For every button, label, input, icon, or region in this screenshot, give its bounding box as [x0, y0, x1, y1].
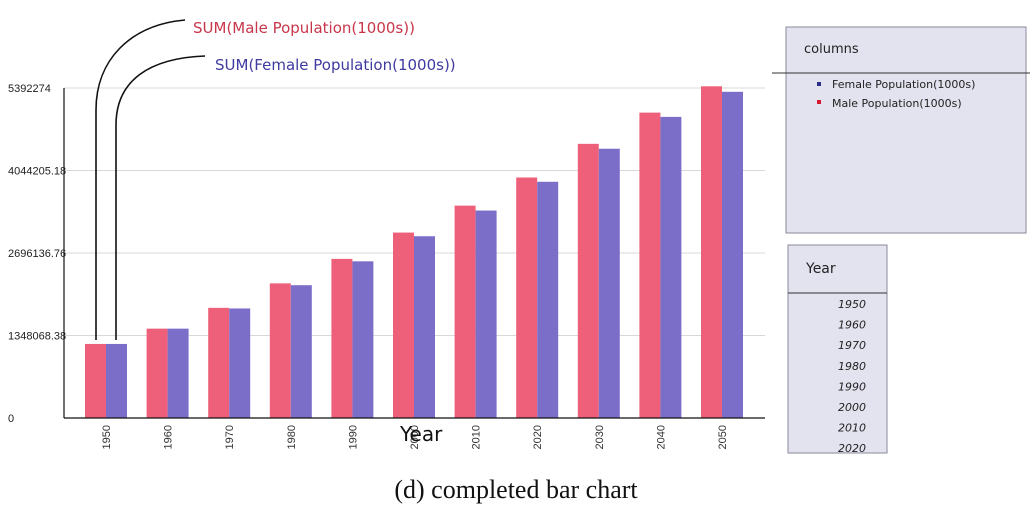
bar-male-2030[interactable] — [577, 143, 599, 418]
male-series-annotation: SUM(Male Population(1000s)) — [193, 19, 415, 37]
female-legend-label[interactable]: Female Population(1000s) — [832, 78, 975, 91]
y-tick-label: 4044205.18 — [8, 166, 66, 178]
bar-male-2020[interactable] — [516, 177, 538, 418]
year-list-item[interactable]: 1990 — [838, 380, 866, 393]
year-list-item[interactable]: 1980 — [838, 360, 866, 373]
bar-female-2020[interactable] — [537, 181, 559, 418]
year-list-item[interactable]: 2010 — [838, 422, 866, 435]
x-tick-label: 2020 — [532, 425, 544, 449]
bar-female-2050[interactable] — [722, 91, 743, 418]
bar-male-1950[interactable] — [85, 343, 106, 418]
bar-female-1950[interactable] — [106, 343, 127, 418]
y-tick-labels: 5392274 4044205.18 2696136.76 1348068.38 0 — [8, 83, 66, 425]
year-panel-title: Year — [805, 261, 836, 277]
x-tick-label: 1990 — [347, 425, 359, 449]
bar-male-2000[interactable] — [393, 232, 414, 418]
x-tick-label: 1970 — [224, 425, 236, 449]
year-panel-box — [787, 244, 888, 454]
male-legend-label[interactable]: Male Population(1000s) — [832, 97, 962, 110]
x-tick-labels: 1950 1960 1970 1980 1990 2000 2010 2020 2030 2040… — [101, 425, 729, 449]
year-list-item[interactable]: 1960 — [838, 319, 866, 332]
columns-panel-title: columns — [804, 42, 859, 57]
female-annotation-leader — [115, 55, 206, 340]
year-list-item[interactable]: 1970 — [838, 339, 866, 352]
bars — [85, 86, 743, 419]
axes — [63, 88, 765, 419]
bar-male-1980[interactable] — [269, 283, 291, 418]
x-tick-label: 1980 — [286, 425, 298, 449]
bar-female-2010[interactable] — [475, 210, 497, 418]
y-tick-label: 2696136.76 — [8, 248, 66, 260]
bar-female-2040[interactable] — [660, 116, 682, 419]
x-tick-label: 2000 — [409, 425, 421, 449]
year-panel[interactable]: Year 1950 1960 1970 1980 1990 2000 2010 2020 — [787, 244, 888, 455]
bar-male-1970[interactable] — [208, 307, 230, 418]
x-tick-label: 2040 — [655, 425, 667, 449]
columns-panel[interactable]: columns Female Population(1000s) Male Po… — [772, 26, 1030, 234]
bar-female-2000[interactable] — [414, 236, 435, 418]
bar-female-1970[interactable] — [229, 308, 251, 418]
female-legend-swatch — [817, 82, 821, 86]
x-tick-label: 1950 — [101, 425, 113, 449]
year-list-item[interactable]: 2020 — [838, 442, 866, 455]
year-list-item[interactable]: 1950 — [838, 298, 866, 311]
bar-male-2010[interactable] — [454, 205, 476, 418]
y-tick-label: 0 — [8, 413, 14, 425]
female-series-annotation: SUM(Female Population(1000s)) — [215, 56, 456, 74]
x-axis-label: Year — [399, 422, 443, 446]
male-annotation-leader — [95, 19, 186, 340]
columns-panel-box — [785, 26, 1027, 234]
figure-caption: (d) completed bar chart — [394, 475, 638, 504]
bar-female-1980[interactable] — [290, 285, 312, 418]
bar-female-1990[interactable] — [352, 261, 374, 418]
bar-male-1990[interactable] — [331, 258, 353, 418]
bar-male-1960[interactable] — [146, 328, 168, 418]
x-tick-label: 2010 — [471, 425, 483, 449]
bar-male-2050[interactable] — [701, 86, 722, 418]
year-list-item[interactable]: 2000 — [838, 401, 866, 414]
male-legend-swatch — [817, 100, 821, 104]
x-tick-label: 2050 — [717, 425, 729, 449]
bar-female-1960[interactable] — [167, 328, 189, 418]
x-tick-label: 1960 — [163, 425, 175, 449]
bar-male-2040[interactable] — [639, 112, 661, 418]
y-tick-label: 5392274 — [8, 83, 51, 95]
x-tick-label: 2030 — [594, 425, 606, 449]
bar-female-2030[interactable] — [598, 148, 620, 419]
year-panel-items: 1950 1960 1970 1980 1990 2000 2010 2020 — [838, 298, 866, 455]
y-tick-label: 1348068.38 — [8, 331, 66, 343]
